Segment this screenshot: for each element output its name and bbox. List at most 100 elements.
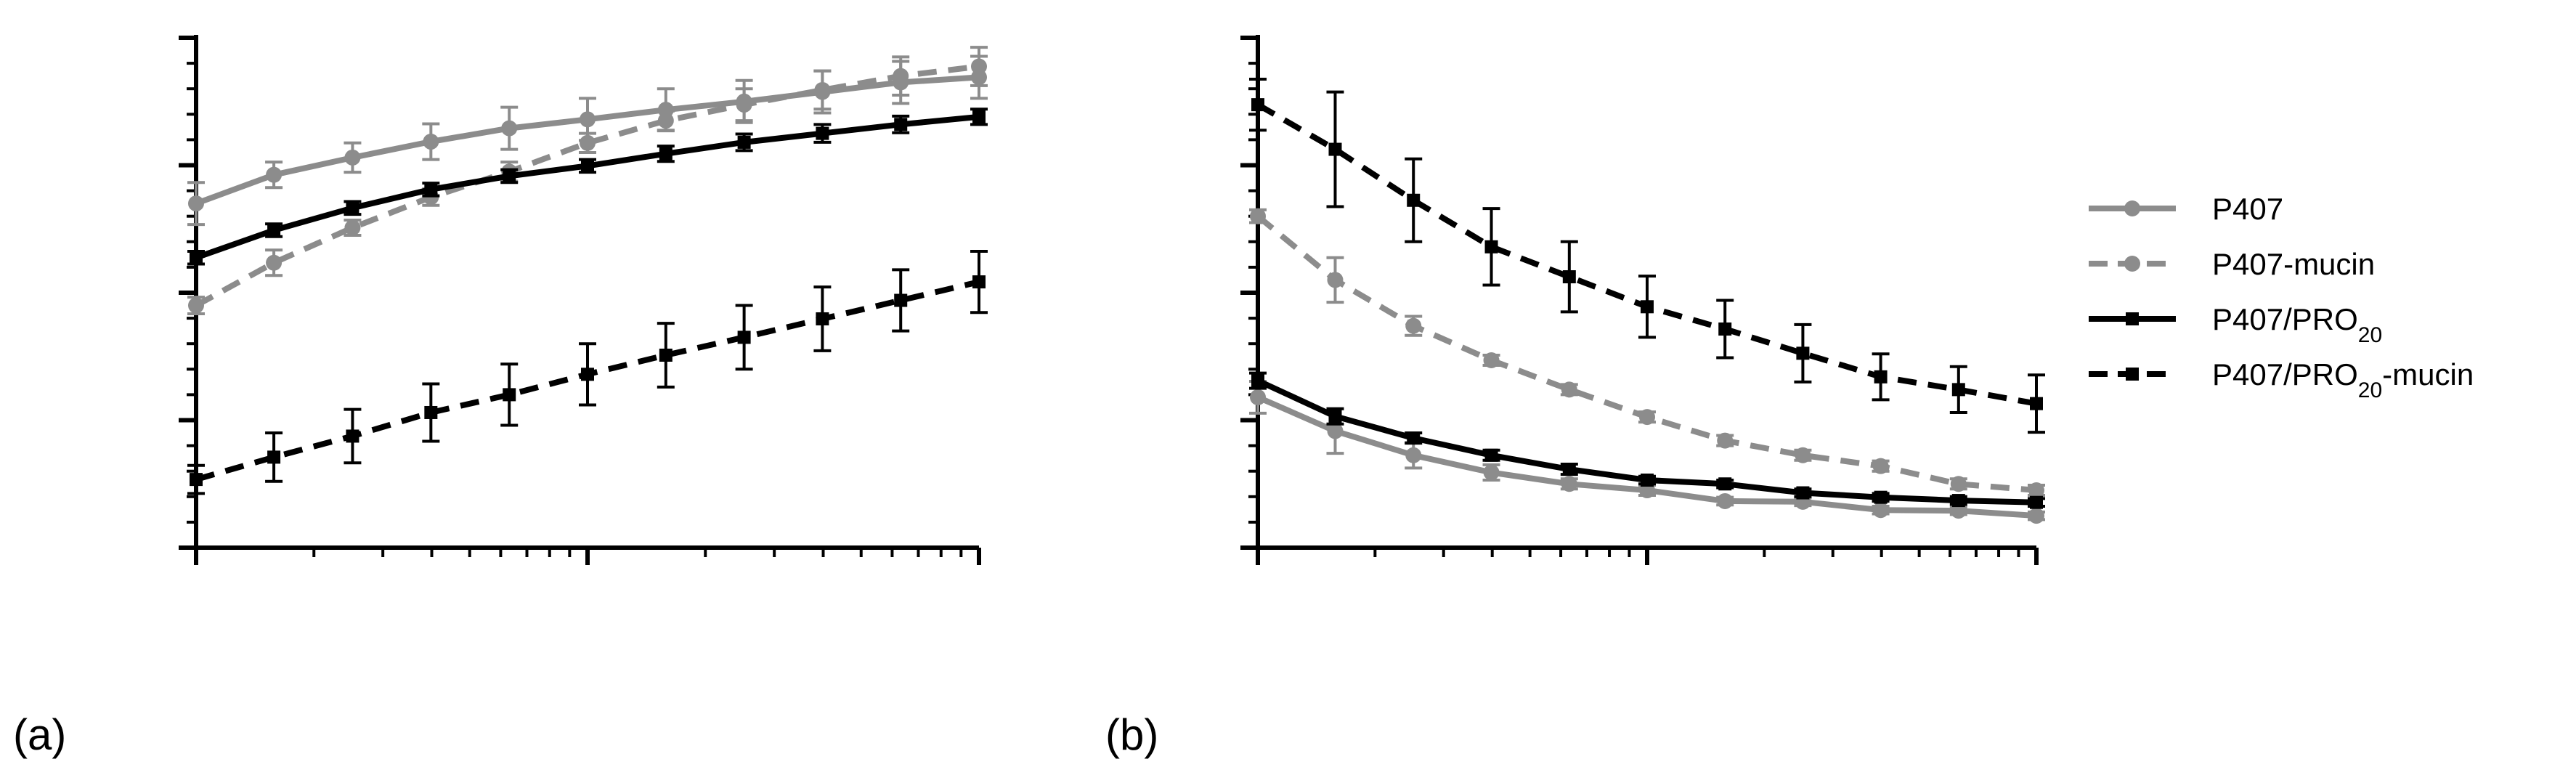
- data-point: [1641, 300, 1654, 314]
- data-point: [816, 126, 829, 140]
- series-p407: [1249, 379, 2045, 524]
- data-point: [1483, 352, 1500, 369]
- data-point: [1951, 494, 1965, 508]
- panel-label-b: (b): [1105, 710, 1158, 759]
- data-point: [1562, 463, 1576, 476]
- data-point: [1639, 409, 1655, 426]
- data-point: [1483, 464, 1500, 481]
- data-point: [1951, 383, 1965, 397]
- data-point: [1407, 431, 1421, 445]
- data-point: [1328, 142, 1342, 156]
- data-point: [267, 450, 281, 464]
- data-point: [581, 368, 594, 381]
- data-point: [1484, 240, 1498, 253]
- data-point: [894, 293, 908, 307]
- data-point: [503, 388, 516, 402]
- panel-b-chart: [1240, 35, 2045, 565]
- data-point: [2030, 495, 2043, 509]
- data-point: [1717, 432, 1734, 449]
- legend-label: P407/PRO20-mucin: [2212, 357, 2474, 402]
- data-point: [580, 134, 596, 151]
- data-point: [1641, 473, 1654, 487]
- legend-label: P407-mucin: [2212, 247, 2375, 281]
- legend-item-p407-pro20: P407/PRO20: [2089, 302, 2382, 347]
- data-point: [346, 201, 359, 215]
- data-point: [1874, 490, 1888, 504]
- series-p407-pro20: [1249, 371, 2045, 509]
- data-point: [344, 219, 361, 236]
- data-point: [1250, 389, 1266, 405]
- data-point: [816, 312, 829, 325]
- data-point: [893, 68, 909, 84]
- data-point: [580, 111, 596, 128]
- data-point: [737, 330, 751, 344]
- data-point: [424, 405, 438, 419]
- series-p407-pro20-mucin: [1249, 78, 2045, 434]
- data-point: [1874, 370, 1888, 384]
- data-point: [1872, 458, 1889, 474]
- data-point: [1718, 477, 1732, 491]
- data-point: [188, 195, 204, 212]
- series-line: [1256, 102, 2037, 407]
- data-point: [1561, 381, 1577, 398]
- data-point: [266, 166, 283, 183]
- data-point: [344, 149, 361, 166]
- data-point: [581, 159, 594, 173]
- data-point: [1327, 423, 1344, 439]
- data-point: [1796, 346, 1810, 360]
- data-point: [423, 134, 439, 150]
- data-point: [659, 348, 673, 362]
- data-point: [1328, 410, 1342, 423]
- data-point: [736, 97, 752, 113]
- data-point: [1717, 492, 1734, 509]
- data-point: [2028, 482, 2044, 499]
- data-point: [1718, 322, 1732, 336]
- panel-label-a: (a): [13, 710, 66, 759]
- data-point: [267, 224, 281, 238]
- data-point: [2030, 397, 2043, 410]
- data-point: [266, 254, 283, 271]
- legend-label-main: P407/PRO: [2212, 302, 2358, 336]
- data-point: [346, 429, 359, 443]
- data-point: [971, 58, 987, 75]
- data-point: [737, 135, 751, 149]
- legend-item-p407-pro20-mucin: P407/PRO20-mucin: [2089, 357, 2474, 402]
- legend-item-p407: P407: [2089, 192, 2283, 226]
- legend-marker: [2124, 200, 2140, 216]
- data-point: [894, 118, 908, 131]
- legend-label-main: P407/PRO: [2212, 357, 2358, 391]
- legend-label-main: P407: [2212, 192, 2283, 226]
- data-point: [2028, 508, 2044, 524]
- series-p407-mucin: [1249, 208, 2045, 499]
- legend-marker: [2126, 312, 2139, 325]
- data-point: [1251, 98, 1264, 112]
- panel-a-chart: [179, 35, 988, 565]
- legend-marker: [2126, 368, 2139, 381]
- data-point: [1327, 272, 1344, 288]
- legend-label-main: P407-mucin: [2212, 247, 2375, 281]
- data-point: [501, 120, 518, 137]
- legend-label-subscript: 20: [2358, 378, 2382, 402]
- series-line: [1256, 214, 2037, 493]
- data-point: [814, 81, 831, 98]
- legend-label-suffix: -mucin: [2382, 357, 2474, 391]
- data-point: [972, 110, 986, 123]
- data-point: [1251, 374, 1264, 388]
- data-point: [190, 473, 203, 487]
- legend-label: P407: [2212, 192, 2283, 226]
- legend-label: P407/PRO20: [2212, 302, 2382, 347]
- data-point: [659, 147, 673, 161]
- series-p407-pro20-mucin: [187, 249, 988, 495]
- data-point: [188, 297, 204, 314]
- series-p407-pro20: [187, 107, 988, 266]
- legend-label-subscript: 20: [2358, 323, 2382, 347]
- legend-marker: [2124, 256, 2140, 272]
- data-point: [424, 182, 438, 196]
- data-point: [1250, 208, 1266, 224]
- data-point: [190, 251, 203, 264]
- data-point: [1561, 476, 1577, 492]
- data-point: [1562, 270, 1576, 284]
- data-point: [972, 275, 986, 289]
